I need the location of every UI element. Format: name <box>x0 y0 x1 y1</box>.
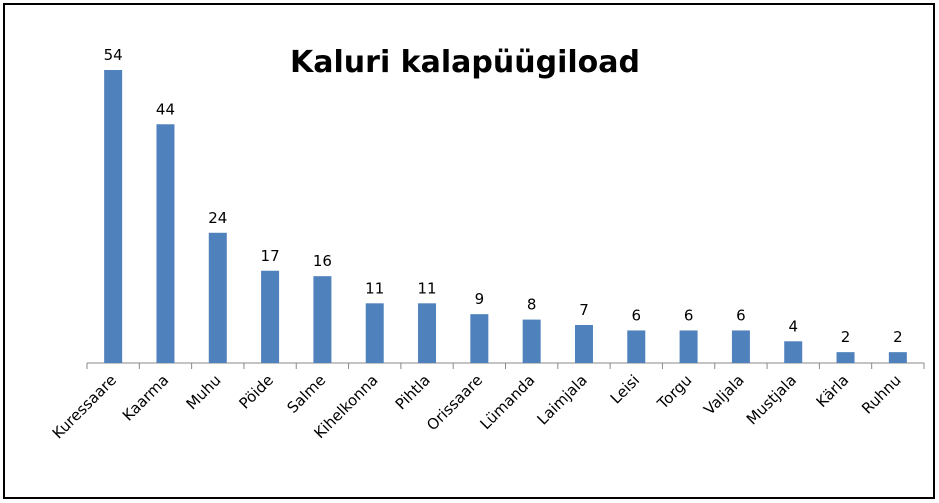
data-label: 6 <box>736 306 746 324</box>
data-label: 44 <box>156 100 175 118</box>
bar <box>731 330 750 363</box>
bar <box>418 303 437 363</box>
data-label: 17 <box>261 247 280 265</box>
data-label: 9 <box>475 290 485 308</box>
data-label: 16 <box>313 252 332 270</box>
bar <box>365 303 384 363</box>
bar <box>627 330 646 363</box>
data-label: 11 <box>365 279 384 297</box>
data-label: 11 <box>417 279 436 297</box>
bar <box>261 270 280 363</box>
data-label: 2 <box>841 328 851 346</box>
data-label: 24 <box>208 209 227 227</box>
bar <box>784 341 803 363</box>
bar <box>156 124 175 363</box>
data-label: 4 <box>788 317 798 335</box>
data-label: 7 <box>579 301 589 319</box>
bar <box>208 232 227 363</box>
bar <box>470 314 489 363</box>
bar <box>836 352 855 363</box>
data-label: 2 <box>893 328 903 346</box>
bar <box>313 276 332 363</box>
data-label: 54 <box>104 46 123 64</box>
bar <box>679 330 698 363</box>
data-label: 6 <box>684 306 694 324</box>
data-label: 8 <box>527 296 537 314</box>
bar <box>104 70 123 363</box>
bar <box>888 352 907 363</box>
data-label: 6 <box>632 306 642 324</box>
bar <box>574 325 593 363</box>
chart-title: Kaluri kalapüügiload <box>290 45 640 80</box>
bar <box>522 319 541 363</box>
